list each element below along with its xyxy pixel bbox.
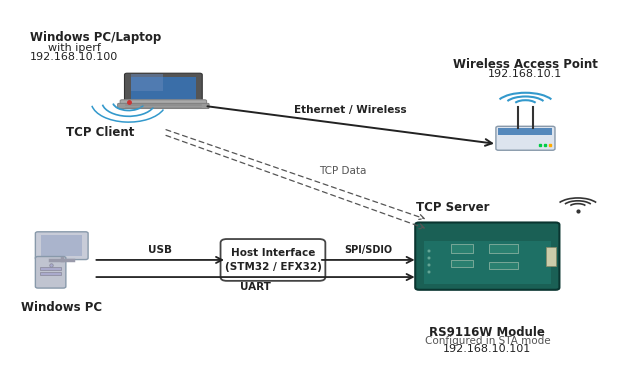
Text: TCP Data: TCP Data — [319, 165, 366, 175]
Text: 192.168.10.1: 192.168.10.1 — [488, 69, 563, 79]
FancyBboxPatch shape — [496, 126, 555, 150]
FancyBboxPatch shape — [415, 223, 560, 290]
Text: Wireless Access Point: Wireless Access Point — [453, 57, 598, 70]
FancyBboxPatch shape — [131, 77, 196, 103]
Text: TCP Server: TCP Server — [415, 201, 489, 214]
Text: 192.168.10.100: 192.168.10.100 — [31, 52, 119, 62]
Text: Windows PC/Laptop: Windows PC/Laptop — [30, 31, 161, 44]
Text: USB: USB — [148, 246, 172, 255]
FancyBboxPatch shape — [498, 128, 553, 135]
Text: SPI/SDIO: SPI/SDIO — [344, 246, 392, 255]
Text: Ethernet / Wireless: Ethernet / Wireless — [295, 105, 407, 115]
FancyBboxPatch shape — [117, 103, 209, 109]
FancyBboxPatch shape — [124, 73, 202, 107]
FancyBboxPatch shape — [451, 244, 473, 253]
Text: UART: UART — [240, 282, 271, 291]
Text: Host Interface: Host Interface — [231, 248, 315, 258]
FancyBboxPatch shape — [546, 247, 556, 265]
Text: TCP Client: TCP Client — [66, 126, 134, 139]
Text: (STM32 / EFX32): (STM32 / EFX32) — [225, 262, 322, 272]
Text: 192.168.10.101: 192.168.10.101 — [443, 344, 531, 354]
FancyBboxPatch shape — [489, 262, 517, 269]
FancyBboxPatch shape — [35, 257, 66, 288]
FancyBboxPatch shape — [40, 272, 61, 275]
Text: RS9116W Module: RS9116W Module — [429, 326, 545, 339]
FancyBboxPatch shape — [35, 232, 88, 260]
FancyBboxPatch shape — [221, 239, 325, 281]
FancyBboxPatch shape — [40, 267, 61, 270]
FancyBboxPatch shape — [424, 241, 551, 285]
FancyBboxPatch shape — [131, 74, 163, 91]
FancyBboxPatch shape — [451, 260, 473, 267]
FancyBboxPatch shape — [120, 100, 207, 108]
Text: with iperf: with iperf — [48, 43, 101, 53]
Text: Windows PC: Windows PC — [21, 301, 102, 314]
Text: Configured in STA mode: Configured in STA mode — [424, 336, 550, 345]
FancyBboxPatch shape — [41, 235, 82, 256]
FancyBboxPatch shape — [489, 244, 517, 253]
